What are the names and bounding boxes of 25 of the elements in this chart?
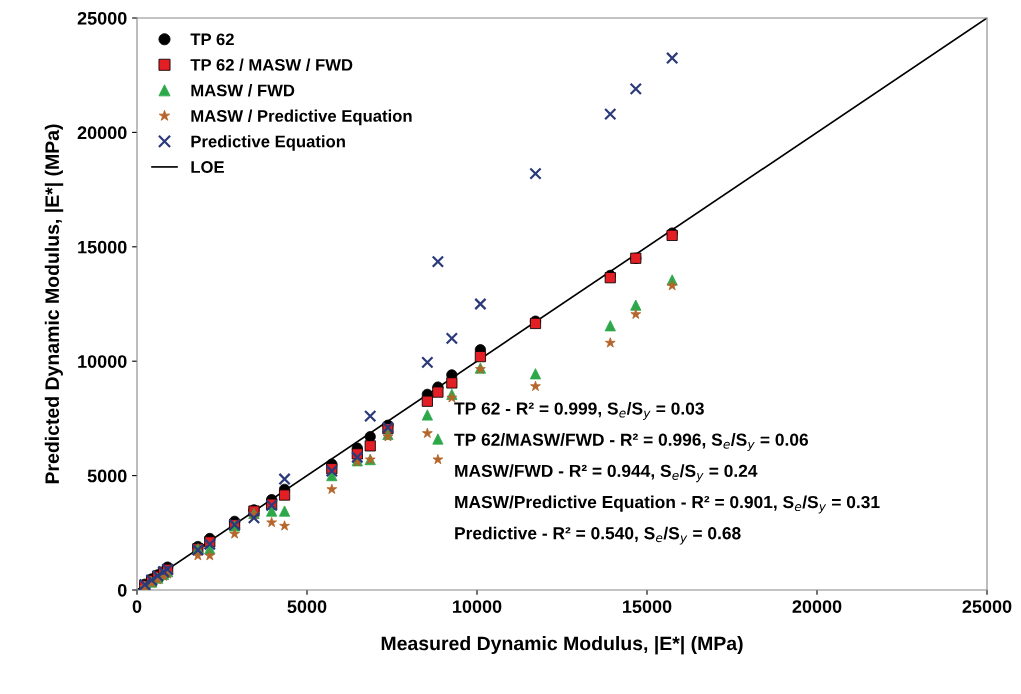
x-tick-label: 10000 [453,600,502,613]
annotation: TP 62 - R² = 0.999, S$_{e}$/S$_{y}$ = 0.03 [454,401,704,420]
legend-label: TP 62 [190,33,234,46]
y-tick-label: 25000 [77,11,127,25]
y-tick-label: 10000 [78,355,127,368]
y-tick-label: 5000 [87,469,127,483]
legend-label: MASW / FWD [191,84,295,97]
x-axis-title: Measured Dynamic Modulus, |E*| (MPa) [381,636,743,655]
x-tick-label: 0 [132,600,142,613]
y-tick-label: 15000 [78,240,127,254]
x-tick-label: 25000 [962,600,1012,613]
legend-label: Predictive Equation [191,135,345,151]
y-tick-label: 20000 [77,126,127,140]
x-tick-label: 5000 [287,600,327,613]
legend-label: LOE [191,161,224,173]
annotation: MASW/FWD - R² = 0.944, S$_{e}$/S$_{y}$ = 0.24 [455,464,758,483]
annotation: Predictive - R² = 0.540, S$_{e}$/S$_{y}$ = 0.68 [455,526,741,545]
y-axis-title: Predicted Dynamic Modulus, |E*| (MPa) [44,124,64,484]
legend-label: MASW / Predictive Equation [191,109,412,126]
annotation: MASW/Predictive Equation - R² = 0.901, S$_{e}$/S$_{y}$ = 0.31 [455,495,880,514]
x-tick-label: 20000 [792,600,842,613]
legend-label: TP 62 / MASW / FWD [190,58,353,71]
annotation: TP 62/MASW/FWD - R² = 0.996, S$_{e}$/S$_{y}$ = 0.06 [454,433,809,452]
y-tick-label: 0 [117,583,127,597]
x-tick-label: 15000 [623,600,672,613]
